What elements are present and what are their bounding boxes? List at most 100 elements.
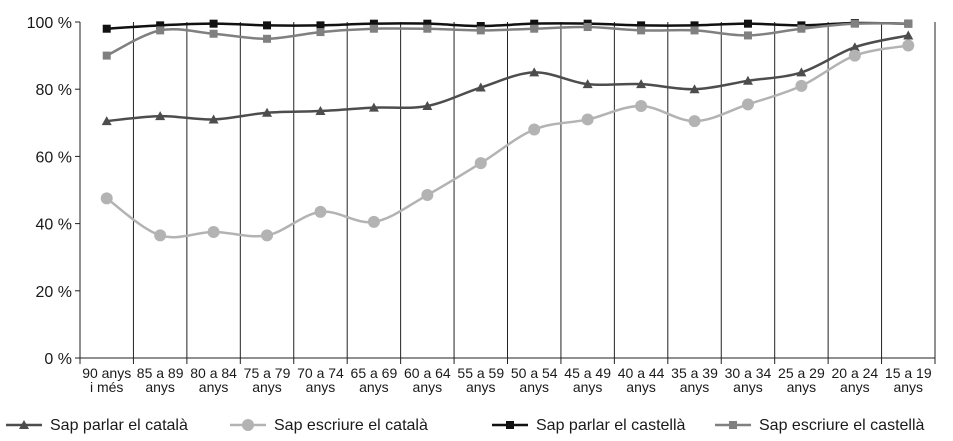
data-point: [475, 82, 486, 92]
x-tick-label-line: anys: [519, 379, 549, 395]
x-tick-label-line: 15 a 19: [885, 365, 932, 381]
legend-label: Sap parlar el català: [50, 417, 188, 434]
legend-item: Sap escriure el català: [230, 417, 428, 434]
data-point: [476, 26, 485, 35]
x-tick-label-line: anys: [787, 379, 817, 395]
data-point: [530, 24, 539, 33]
x-tick-label-line: anys: [733, 379, 763, 395]
x-tick-label-line: 60 a 64: [404, 365, 451, 381]
data-point: [795, 79, 808, 92]
data-point: [208, 114, 219, 124]
y-tick-label: 60 %: [36, 149, 72, 166]
legend: Sap parlar el català Sap escriure el cata…: [6, 417, 925, 434]
series-line: [106, 21, 909, 30]
series-2: [100, 39, 915, 242]
x-tick-label-line: 90 anys: [82, 365, 131, 381]
y-tick-label: 20 %: [36, 284, 72, 301]
data-point: [102, 24, 111, 33]
data-point: [581, 113, 594, 126]
x-tick-label-line: anys: [680, 379, 710, 395]
x-tick-label: 50 a 54 anys: [511, 365, 558, 395]
data-point: [529, 67, 540, 77]
x-tick-label: 25 a 29 anys: [778, 365, 825, 395]
legend-swatch-marker: [242, 419, 254, 431]
data-point: [263, 21, 272, 30]
data-point: [530, 19, 539, 28]
data-point: [209, 29, 218, 38]
x-tick-label-line: anys: [413, 379, 443, 395]
x-tick-label: 85 a 89 anys: [137, 365, 184, 395]
data-point: [421, 189, 434, 202]
x-tick-label: 60 a 64 anys: [404, 365, 451, 395]
series-line: [106, 34, 909, 123]
data-point: [741, 98, 754, 111]
x-tick-label-line: anys: [145, 379, 175, 395]
series-1: [101, 30, 914, 126]
data-point: [848, 49, 861, 62]
x-tick-label-line: 45 a 49: [564, 365, 611, 381]
data-point: [315, 106, 326, 116]
series-group: [100, 19, 915, 242]
legend-item: Sap parlar el castellà: [492, 417, 686, 434]
x-tick-label-line: 40 a 44: [618, 365, 665, 381]
data-point: [797, 24, 806, 33]
x-tick-label-line: anys: [466, 379, 496, 395]
data-point: [367, 215, 380, 228]
series-4: [102, 19, 913, 60]
data-point: [849, 42, 860, 52]
x-tick-label-line: anys: [626, 379, 656, 395]
x-tick-label: 45 a 49 anys: [564, 365, 611, 395]
data-point: [155, 111, 166, 121]
x-tick-label-line: anys: [840, 379, 870, 395]
data-point: [156, 21, 165, 30]
y-tick-label: 0 %: [44, 351, 72, 368]
data-point: [902, 39, 915, 52]
y-tick-label: 40 %: [36, 217, 72, 234]
x-tick-label-line: 20 a 24: [831, 365, 878, 381]
x-tick-label-line: 75 a 79: [244, 365, 291, 381]
data-point: [207, 226, 220, 238]
data-point: [154, 229, 167, 242]
x-tick-label-line: anys: [359, 379, 389, 395]
x-tick-label-line: 80 a 84: [190, 365, 237, 381]
x-tick-label: 40 a 44 anys: [618, 365, 665, 395]
x-tick-label: 35 a 39 anys: [671, 365, 718, 395]
data-point: [583, 23, 592, 32]
data-point: [423, 24, 432, 33]
x-tick-label: 75 a 79 anys: [244, 365, 291, 395]
legend-item: Sap parlar el català: [6, 417, 188, 434]
data-point: [903, 30, 914, 40]
x-tick-label-line: anys: [252, 379, 282, 395]
x-tick-label-line: anys: [306, 379, 336, 395]
x-tick-label: 20 a 24 anys: [831, 365, 878, 395]
x-tick-label: 65 a 69 anys: [351, 365, 398, 395]
data-point: [156, 26, 165, 35]
x-tick-label: 15 a 19 anys: [885, 365, 932, 395]
data-point: [423, 19, 432, 28]
data-point: [263, 34, 272, 43]
x-tick-label-line: anys: [893, 379, 923, 395]
data-point: [316, 21, 325, 30]
x-tick-label-line: 70 a 74: [297, 365, 344, 381]
x-tick-label: 90 anys i més: [82, 365, 131, 395]
data-point: [690, 21, 699, 30]
grid-lines: [79, 22, 936, 364]
data-point: [582, 79, 593, 89]
x-tick-label: 55 a 59 anys: [457, 365, 504, 395]
legend-label: Sap escriure el català: [274, 417, 428, 434]
legend-swatch-marker: [19, 420, 29, 429]
data-point: [261, 229, 274, 242]
data-point: [101, 116, 112, 126]
x-tick-label-line: 85 a 89: [137, 365, 184, 381]
y-axis: 0 % 20 % 40 % 60 % 80 % 100 %: [27, 15, 80, 368]
data-point: [100, 192, 113, 205]
data-point: [637, 21, 646, 30]
data-point: [209, 19, 218, 28]
x-tick-label-line: 35 a 39: [671, 365, 718, 381]
x-tick-label-line: 65 a 69: [351, 365, 398, 381]
x-tick-label-line: 30 a 34: [725, 365, 772, 381]
data-point: [368, 102, 379, 112]
data-point: [316, 28, 325, 37]
x-tick-label-line: 25 a 29: [778, 365, 825, 381]
data-point: [636, 79, 647, 89]
